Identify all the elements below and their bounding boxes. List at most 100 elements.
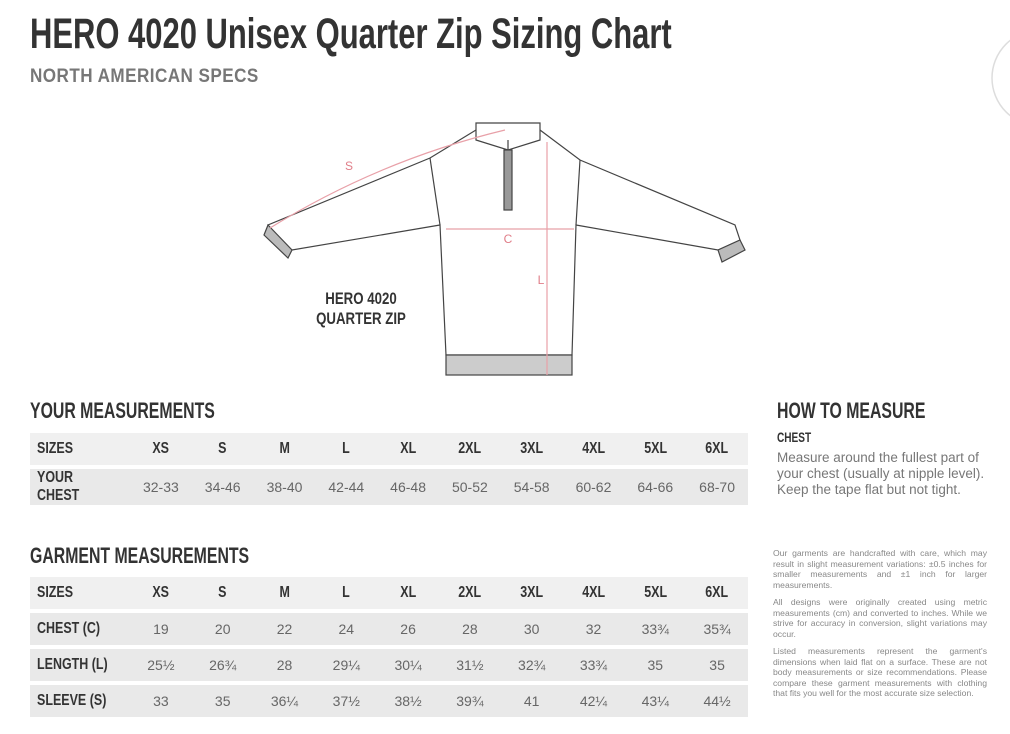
header-cell: M — [253, 577, 316, 609]
how-text: Measure around the fullest part of your … — [777, 450, 985, 497]
your-table: SIZES XS S M L XL 2XL 3XL 4XL 5XL 6XL YOUR CHEST 32-… — [30, 429, 748, 509]
header-text: XL — [400, 584, 417, 601]
header-text: L — [342, 584, 351, 601]
cell: 31½ — [438, 649, 501, 681]
cell: 42-44 — [315, 469, 378, 505]
cell: YOUR CHEST — [30, 469, 130, 505]
note: Our garments are handcrafted with care, … — [773, 548, 987, 590]
header-text: S — [218, 584, 227, 601]
section-title: HOW TO MEASURE — [777, 398, 926, 423]
cell: 43¼ — [624, 685, 687, 717]
header-text: 3XL — [520, 440, 544, 457]
header-cell: 4XL — [562, 577, 625, 609]
section-title: GARMENT MEASUREMENTS — [30, 543, 250, 568]
garment-outline — [263, 122, 746, 376]
header-text: M — [279, 440, 290, 457]
header-text: SIZES — [37, 584, 74, 601]
header-text: 5XL — [643, 440, 667, 457]
header-cell: 5XL — [624, 433, 687, 465]
cell: 20 — [191, 613, 254, 645]
cell: 41 — [500, 685, 563, 717]
cell: 25½ — [130, 649, 192, 681]
cell: CHEST (C) — [30, 613, 130, 645]
header-text: SIZES — [37, 440, 74, 457]
header-text: XS — [152, 584, 170, 601]
cell: 26 — [377, 613, 439, 645]
header-text: S — [218, 440, 227, 457]
cell: 30 — [500, 613, 563, 645]
header-text: 4XL — [582, 584, 605, 601]
data-row: SLEEVE (S) 33 35 36¼ 37½ 38½ 39¾ 41 42¼ 43¼ 44½ — [30, 685, 748, 717]
cell: 35 — [686, 649, 748, 681]
cell: 35¾ — [686, 613, 748, 645]
cell: 38-40 — [253, 469, 316, 505]
cell: 33 — [130, 685, 192, 717]
cell: 38½ — [377, 685, 439, 717]
cell: 33¾ — [624, 613, 687, 645]
cell: 34-46 — [191, 469, 254, 505]
notes: Our garments are handcrafted with care, … — [773, 548, 987, 706]
row-label: LENGTH (L) — [37, 656, 108, 673]
cell: 29¼ — [315, 649, 378, 681]
header-cell: XL — [377, 577, 439, 609]
subtitle: NORTH AMERICAN SPECS — [30, 66, 259, 87]
cell: 44½ — [686, 685, 748, 717]
cell: 46-48 — [377, 469, 439, 505]
cell: 22 — [253, 613, 316, 645]
note: Listed measurements represent the garmen… — [773, 646, 987, 698]
header-cell: 3XL — [500, 433, 563, 465]
row-label: SLEEVE (S) — [37, 692, 107, 709]
header-text: 4XL — [582, 440, 605, 457]
garment-table: SIZES XS S M L XL 2XL 3XL 4XL 5XL 6XL CHEST (C) 19 20… — [30, 573, 748, 721]
cell: 26¾ — [191, 649, 254, 681]
header-text: 2XL — [458, 440, 482, 457]
decor-circle — [991, 39, 1010, 117]
cell: 24 — [315, 613, 378, 645]
garment-label: QUARTER ZIP — [316, 310, 406, 329]
section-subtitle: CHEST — [777, 429, 812, 445]
cell: 42¼ — [562, 685, 625, 717]
header-cell: 6XL — [686, 433, 748, 465]
cell: SLEEVE (S) — [30, 685, 130, 717]
cell: 54-58 — [500, 469, 563, 505]
cell: 32¾ — [500, 649, 563, 681]
sleeve-marker: S — [345, 159, 353, 173]
row-label: CHEST (C) — [37, 620, 101, 637]
cell: 30¼ — [377, 649, 439, 681]
header-row: SIZES XS S M L XL 2XL 3XL 4XL 5XL 6XL — [30, 577, 748, 609]
cell: 35 — [191, 685, 254, 717]
chest-marker: C — [504, 232, 513, 246]
header-cell: S — [191, 577, 254, 609]
header-text: 6XL — [705, 440, 729, 457]
cell: 35 — [624, 649, 687, 681]
cell: 37½ — [315, 685, 378, 717]
cell: LENGTH (L) — [30, 649, 130, 681]
note: All designs were originally created usin… — [773, 597, 987, 639]
cell: 33¾ — [562, 649, 625, 681]
header-cell: XS — [130, 577, 192, 609]
header-text: 3XL — [520, 584, 544, 601]
section-title: YOUR MEASUREMENTS — [30, 398, 215, 423]
garment-label: HERO 4020 — [325, 290, 396, 309]
data-row: LENGTH (L) 25½ 26¾ 28 29¼ 30¼ 31½ 32¾ 33¾ 35 35 — [30, 649, 748, 681]
cell: 36¼ — [253, 685, 316, 717]
cell: 60-62 — [562, 469, 625, 505]
header-cell: SIZES — [30, 433, 130, 465]
cell: 28 — [253, 649, 316, 681]
header-cell: 4XL — [562, 433, 625, 465]
cell: 39¾ — [438, 685, 501, 717]
cell: 28 — [438, 613, 501, 645]
header-cell: 5XL — [624, 577, 687, 609]
measure-lines — [269, 129, 574, 375]
cell: 50-52 — [438, 469, 501, 505]
header-cell: 3XL — [500, 577, 563, 609]
header-row: SIZES XS S M L XL 2XL 3XL 4XL 5XL 6XL — [30, 433, 748, 465]
header-cell: 2XL — [438, 433, 501, 465]
title: HERO 4020 Unisex Quarter Zip Sizing Char… — [30, 10, 672, 58]
header-cell: M — [253, 433, 316, 465]
header-text: L — [342, 440, 351, 457]
header-cell: XS — [130, 433, 192, 465]
header-cell: L — [315, 577, 378, 609]
